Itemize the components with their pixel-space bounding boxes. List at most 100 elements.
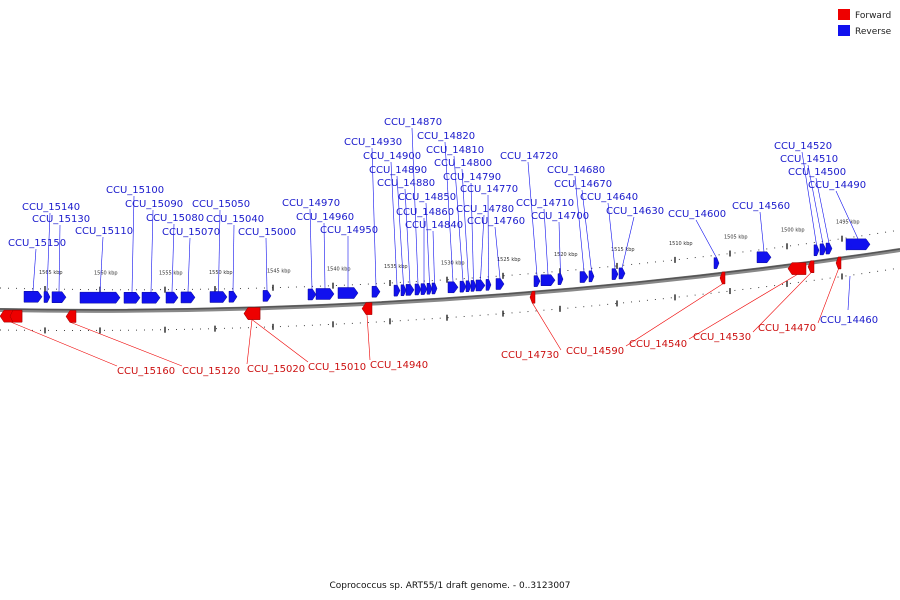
label-ccu-14630[interactable]: CCU_14630	[606, 206, 664, 217]
label-ccu-14770[interactable]: CCU_14770	[460, 184, 518, 195]
label-ccu-14640[interactable]: CCU_14640	[580, 192, 638, 203]
gene-ccu-14790[interactable]	[470, 280, 477, 292]
gene-ccu-14860[interactable]	[420, 283, 428, 295]
label-ccu-14930[interactable]: CCU_14930	[344, 137, 402, 148]
label-ccu-14500[interactable]: CCU_14500	[788, 167, 846, 178]
label-ccu-14540[interactable]: CCU_14540	[629, 339, 687, 350]
gene-ccu-15140[interactable]	[43, 291, 51, 303]
label-ccu-14670[interactable]: CCU_14670	[554, 179, 612, 190]
label-ccu-15090[interactable]: CCU_15090	[125, 199, 183, 210]
gene-ccu-14730[interactable]	[529, 290, 536, 304]
gene-ccu-15070[interactable]	[180, 291, 196, 304]
gene-ccu-15110[interactable]	[79, 291, 121, 304]
gene-ccu-14850[interactable]	[426, 283, 433, 295]
gene-ccu-14900[interactable]	[393, 284, 401, 297]
gene-ccu-14890[interactable]	[400, 284, 407, 297]
gene-ccu-14640[interactable]	[611, 268, 619, 280]
label-ccu-14760[interactable]: CCU_14760	[467, 216, 525, 227]
gene-ccu-14470[interactable]	[835, 256, 842, 270]
gene-ccu-15050[interactable]	[209, 291, 228, 303]
gene-ccu-14760[interactable]	[495, 278, 505, 290]
label-ccu-14600[interactable]: CCU_14600	[668, 209, 726, 220]
gene-ccu-15080[interactable]	[165, 291, 179, 304]
gene-ccu-14520[interactable]	[813, 244, 820, 257]
gene-ccu-14710[interactable]	[540, 274, 556, 286]
gene-ccu-15150[interactable]	[23, 291, 43, 303]
gene-ccu-14670[interactable]	[588, 270, 595, 283]
gene-ccu-15130[interactable]	[51, 291, 67, 303]
gene-ccu-15120[interactable]	[65, 310, 77, 323]
gene-ccu-14810[interactable]	[459, 280, 467, 293]
gene-ccu-14940[interactable]	[361, 302, 373, 315]
label-ccu-14780[interactable]: CCU_14780	[456, 204, 514, 215]
gene-ccu-14870[interactable]	[414, 283, 422, 296]
label-ccu-14870[interactable]: CCU_14870	[384, 117, 442, 128]
label-ccu-14940[interactable]: CCU_14940	[370, 360, 428, 371]
gene-ccu-14950[interactable]	[337, 287, 359, 299]
gene-ccu-14700[interactable]	[557, 273, 564, 285]
gene-ccu-14800[interactable]	[465, 280, 472, 293]
gene-ccu-15160-part[interactable]	[9, 309, 23, 323]
label-ccu-14840[interactable]: CCU_14840	[405, 220, 463, 231]
gene-ccu-14720[interactable]	[533, 275, 541, 287]
label-ccu-14720[interactable]: CCU_14720	[500, 151, 558, 162]
label-ccu-14470[interactable]: CCU_14470	[758, 323, 816, 334]
label-ccu-14460[interactable]: CCU_14460	[820, 315, 878, 326]
label-ccu-15070[interactable]: CCU_15070	[162, 227, 220, 238]
label-ccu-14950[interactable]: CCU_14950	[320, 225, 378, 236]
label-ccu-14890[interactable]: CCU_14890	[369, 165, 427, 176]
label-ccu-14710[interactable]: CCU_14710	[516, 198, 574, 209]
label-ccu-14900[interactable]: CCU_14900	[363, 151, 421, 162]
label-ccu-14730[interactable]: CCU_14730	[501, 350, 559, 361]
gene-ccu-15040[interactable]	[228, 290, 238, 303]
gene-ccu-14460[interactable]	[846, 240, 852, 251]
gene-ccu-15010[interactable]	[243, 307, 261, 320]
label-ccu-14850[interactable]: CCU_14850	[398, 192, 456, 203]
label-ccu-14590[interactable]: CCU_14590	[566, 346, 624, 357]
gene-ccu-14510[interactable]	[819, 243, 827, 256]
label-ccu-15050[interactable]: CCU_15050	[192, 199, 250, 210]
gene-ccu-14540[interactable]	[787, 262, 807, 275]
gene-ccu-14820[interactable]	[447, 281, 459, 294]
label-ccu-15000[interactable]: CCU_15000	[238, 227, 296, 238]
label-ccu-14860[interactable]: CCU_14860	[396, 207, 454, 218]
gene-ccu-14840[interactable]	[431, 282, 438, 295]
gene-ccu-14780[interactable]	[475, 279, 486, 292]
gene-ccu-14970[interactable]	[307, 288, 317, 301]
label-ccu-14560[interactable]: CCU_14560	[732, 201, 790, 212]
gene-ccu-14680[interactable]	[579, 271, 589, 283]
label-ccu-15120[interactable]: CCU_15120	[182, 366, 240, 377]
gene-ccu-14770[interactable]	[485, 279, 492, 291]
label-ccu-15100[interactable]: CCU_15100	[106, 185, 164, 196]
label-ccu-14490[interactable]: CCU_14490	[808, 180, 866, 191]
gene-ccu-14600[interactable]	[713, 257, 720, 269]
label-ccu-14880[interactable]: CCU_14880	[377, 178, 435, 189]
label-ccu-15080[interactable]: CCU_15080	[146, 213, 204, 224]
label-ccu-14680[interactable]: CCU_14680	[547, 165, 605, 176]
label-ccu-14790[interactable]: CCU_14790	[443, 172, 501, 183]
gene-ccu-14500[interactable]	[825, 242, 833, 255]
label-ccu-15160[interactable]: CCU_15160	[117, 366, 175, 377]
gene-ccu-15090[interactable]	[141, 291, 161, 304]
label-ccu-15140[interactable]: CCU_15140	[22, 202, 80, 213]
label-ccu-14820[interactable]: CCU_14820	[417, 131, 475, 142]
label-ccu-15020[interactable]: CCU_15020	[247, 364, 305, 375]
label-ccu-15040[interactable]: CCU_15040	[206, 214, 264, 225]
label-ccu-14800[interactable]: CCU_14800	[434, 158, 492, 169]
label-ccu-14530[interactable]: CCU_14530	[693, 332, 751, 343]
label-ccu-14970[interactable]: CCU_14970	[282, 198, 340, 209]
label-ccu-14960[interactable]: CCU_14960	[296, 212, 354, 223]
gene-ccu-14560[interactable]	[756, 251, 772, 264]
gene-ccu-14930[interactable]	[371, 285, 381, 298]
label-ccu-14810[interactable]: CCU_14810	[426, 145, 484, 156]
label-ccu-14700[interactable]: CCU_14700	[531, 211, 589, 222]
gene-ccu-15100[interactable]	[123, 292, 141, 304]
label-ccu-14520[interactable]: CCU_14520	[774, 141, 832, 152]
label-ccu-15130[interactable]: CCU_15130	[32, 214, 90, 225]
label-ccu-15010[interactable]: CCU_15010	[308, 362, 366, 373]
gene-ccu-14880[interactable]	[405, 284, 415, 296]
label-ccu-15110[interactable]: CCU_15110	[75, 226, 133, 237]
label-ccu-15150[interactable]: CCU_15150	[8, 238, 66, 249]
gene-ccu-14590[interactable]	[719, 271, 726, 285]
gene-ccu-14630[interactable]	[618, 267, 626, 280]
